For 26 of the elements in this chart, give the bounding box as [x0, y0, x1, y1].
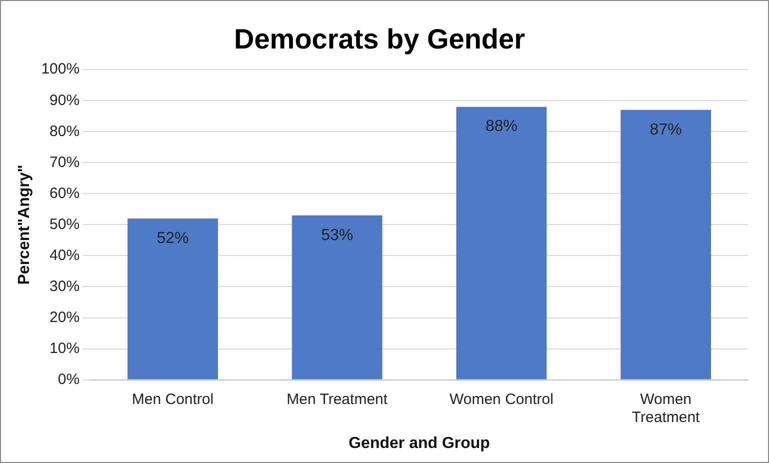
- x-tick-label: Men Control: [132, 390, 214, 408]
- bar: [292, 215, 382, 380]
- data-label: 87%: [650, 121, 682, 138]
- bar: [128, 218, 218, 380]
- x-axis-title: Gender and Group: [348, 434, 490, 452]
- x-tick-label: Women Control: [449, 390, 554, 408]
- x-tick-label: Men Treatment: [286, 390, 388, 408]
- data-label: 88%: [485, 118, 518, 136]
- chart-title: Democrats by Gender: [234, 24, 526, 55]
- y-tick-label: 50%: [50, 216, 80, 233]
- bar: [620, 110, 712, 380]
- y-tick-label: 80%: [50, 122, 80, 140]
- y-tick-label: 0%: [58, 370, 80, 388]
- data-label: 53%: [321, 226, 354, 244]
- y-axis-title: Percent"Angry": [16, 164, 34, 285]
- y-tick-label: 20%: [50, 308, 80, 326]
- y-tick-label: 90%: [50, 92, 80, 109]
- y-tick-label: 70%: [50, 154, 80, 171]
- data-label: 52%: [156, 230, 189, 247]
- y-tick-label: 40%: [50, 246, 80, 264]
- x-tick-label: Women Treatment: [632, 390, 701, 426]
- bar: [456, 106, 547, 380]
- y-tick-label: 60%: [50, 184, 80, 202]
- y-tick-label: 10%: [50, 340, 80, 357]
- y-tick-label: 30%: [50, 278, 80, 295]
- y-tick-label: 100%: [41, 60, 80, 78]
